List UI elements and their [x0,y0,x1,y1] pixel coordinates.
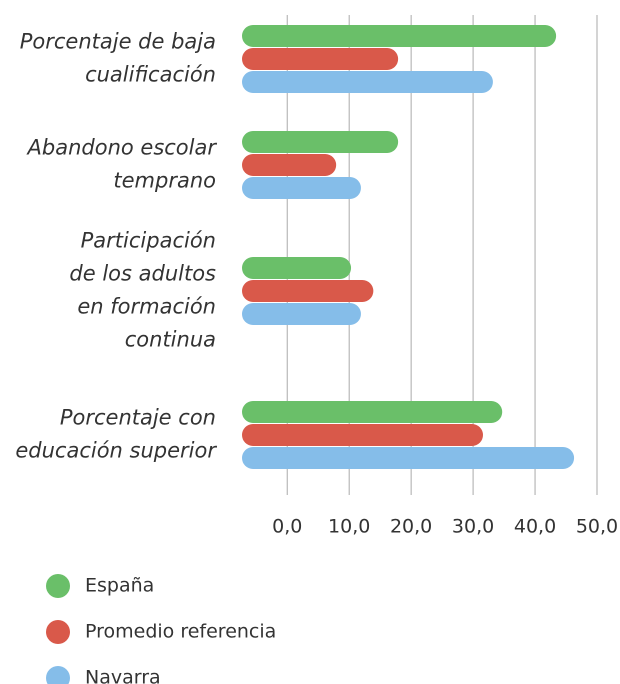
bar [242,48,399,70]
bar [242,303,361,325]
category-label: Abandono escolar [26,136,218,160]
bar [242,71,493,93]
category-label: educación superior [15,439,217,463]
bar [242,257,352,279]
legend-swatch [46,666,70,684]
legend-swatch [46,574,70,598]
category-label: Porcentaje de baja [20,30,216,54]
bar [242,25,557,47]
x-tick-label: 20,0 [390,516,432,538]
x-tick-label: 40,0 [514,516,556,538]
x-tick-label: 50,0 [576,516,618,538]
category-label: de los adultos [69,262,216,286]
bar [242,280,374,302]
legend-swatch [46,620,70,644]
bar [242,177,361,199]
x-tick-label: 0,0 [272,516,302,538]
category-label: temprano [113,169,216,193]
legend-label: España [85,575,154,597]
category-label: cualificación [85,63,216,87]
x-tick-label: 30,0 [452,516,494,538]
category-label: en formación [77,295,216,319]
category-label: continua [125,328,216,352]
bar [242,401,503,423]
bar [242,447,575,469]
x-tick-label: 10,0 [328,516,370,538]
bar [242,424,484,446]
legend-label: Navarra [85,667,161,684]
category-label: Participación [81,229,216,253]
category-label: Porcentaje con [60,406,216,430]
legend-label: Promedio referencia [85,621,276,643]
bar [242,131,399,153]
bar [242,154,337,176]
